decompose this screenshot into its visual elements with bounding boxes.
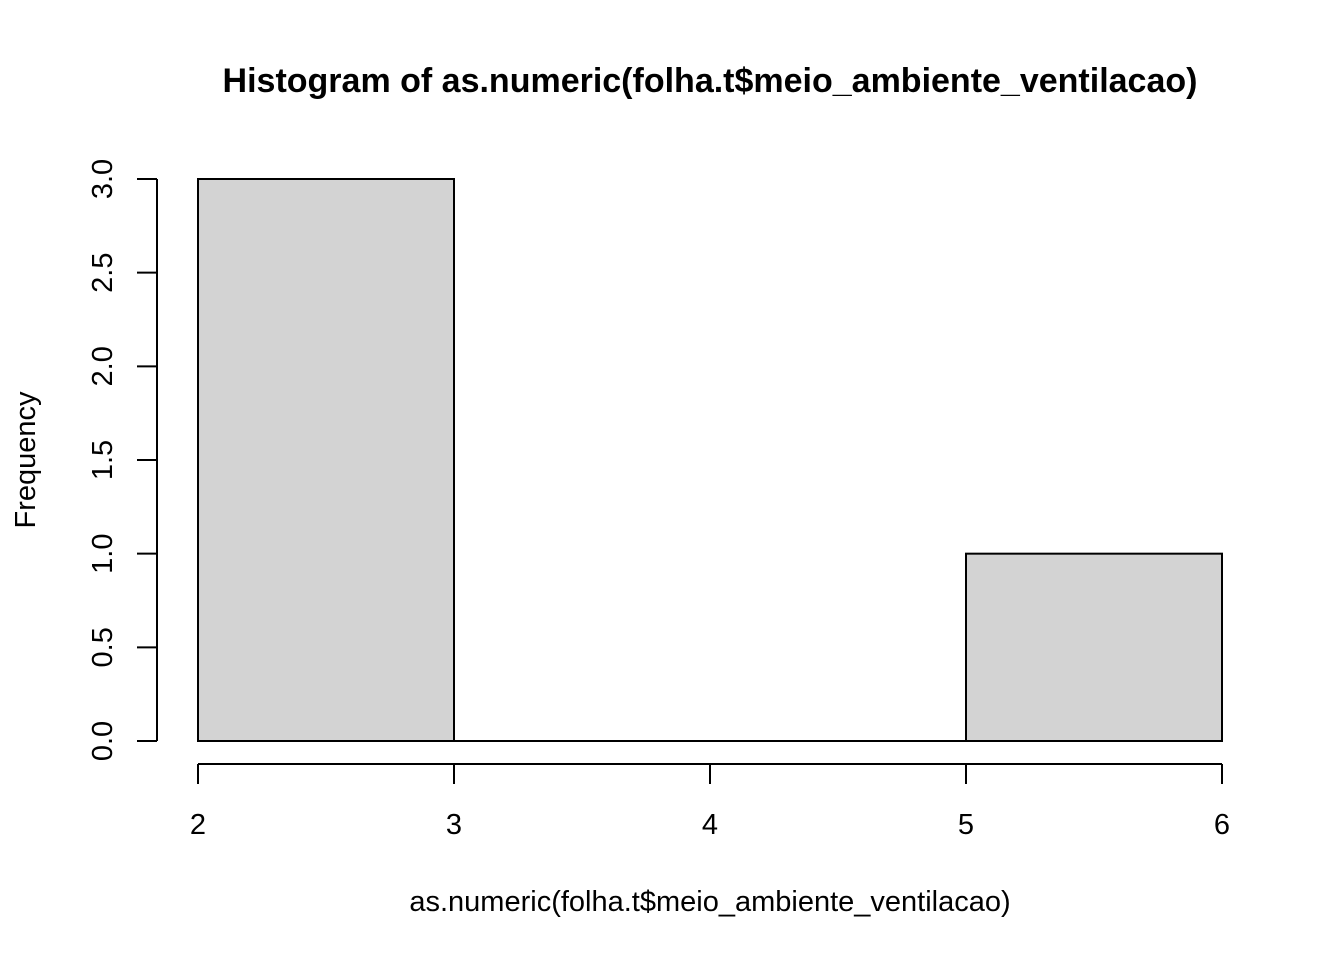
y-axis: 0.0 0.5 1.0 1.5 2.0 2.5 3.0	[87, 159, 158, 761]
histogram-bar-0	[197, 178, 455, 742]
y-axis-label: Frequency	[10, 391, 42, 529]
x-tick-label: 3	[446, 809, 462, 841]
x-tick-label: 2	[190, 809, 206, 841]
y-tick-label: 2.0	[87, 346, 119, 386]
y-tick-label: 1.5	[87, 440, 119, 480]
x-axis-label: as.numeric(folha.t$meio_ambiente_ventila…	[409, 886, 1010, 918]
y-tick-label: 2.5	[87, 253, 119, 293]
x-tick-label: 4	[702, 809, 718, 841]
bars-group	[197, 178, 1223, 743]
chart-title: Histogram of as.numeric(folha.t$meio_amb…	[223, 62, 1198, 100]
y-tick-label: 3.0	[87, 159, 119, 199]
y-tick-label: 0.5	[87, 627, 119, 667]
x-axis: 2 3 4 5 6	[190, 763, 1230, 841]
histogram-bar-3	[965, 552, 1223, 743]
y-tick-label: 0.0	[87, 721, 119, 761]
x-tick-label: 6	[1214, 809, 1230, 841]
y-tick-label: 1.0	[87, 534, 119, 574]
x-tick-label: 5	[958, 809, 974, 841]
